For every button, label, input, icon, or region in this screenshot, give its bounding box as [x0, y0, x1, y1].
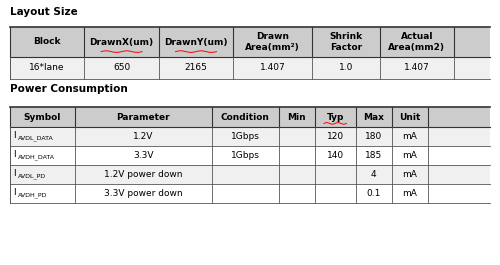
- Text: I: I: [13, 188, 16, 197]
- Text: IAVDL_DATA: IAVDL_DATA: [16, 132, 69, 141]
- Bar: [10, 147, 74, 165]
- Text: 1.407: 1.407: [404, 64, 429, 73]
- Text: IAVDH_DATA: IAVDH_DATA: [15, 151, 70, 160]
- Text: 1Gbps: 1Gbps: [231, 132, 260, 141]
- Bar: [10, 184, 74, 202]
- Text: 140: 140: [326, 151, 344, 160]
- Text: 3.3V: 3.3V: [133, 151, 154, 160]
- Text: Actual
Area(mm2): Actual Area(mm2): [388, 32, 446, 52]
- Text: 1.407: 1.407: [260, 64, 285, 73]
- Text: mA: mA: [402, 170, 417, 179]
- Text: 2165: 2165: [184, 64, 208, 73]
- Text: 180: 180: [365, 132, 382, 141]
- Bar: [10, 127, 74, 145]
- Text: AVDL_DATA: AVDL_DATA: [18, 136, 54, 141]
- Text: 1Gbps: 1Gbps: [231, 151, 260, 160]
- Text: Condition: Condition: [221, 113, 270, 121]
- Text: AVDH_DATA: AVDH_DATA: [18, 155, 55, 160]
- Bar: [10, 57, 490, 79]
- Text: Layout Size: Layout Size: [10, 7, 78, 17]
- Text: 1.2V power down: 1.2V power down: [104, 170, 182, 179]
- Text: 3.3V power down: 3.3V power down: [104, 189, 182, 198]
- Text: 4: 4: [371, 170, 376, 179]
- Text: I: I: [13, 150, 16, 159]
- Text: 1.0: 1.0: [339, 64, 353, 73]
- Text: 185: 185: [365, 151, 382, 160]
- Text: IAVDH_PD: IAVDH_PD: [20, 189, 64, 198]
- Text: 0.1: 0.1: [366, 189, 381, 198]
- Text: 120: 120: [326, 132, 344, 141]
- Text: DrawnY(um): DrawnY(um): [164, 38, 228, 46]
- Text: Shrink
Factor: Shrink Factor: [330, 32, 362, 52]
- Bar: [10, 165, 490, 184]
- Text: I: I: [13, 131, 16, 140]
- Bar: [10, 146, 490, 165]
- Text: Power Consumption: Power Consumption: [10, 84, 128, 94]
- Text: 1.2V: 1.2V: [133, 132, 154, 141]
- Text: I: I: [13, 169, 16, 178]
- Text: Unit: Unit: [399, 113, 420, 121]
- Text: DrawnX(um): DrawnX(um): [90, 38, 154, 46]
- Text: Typ: Typ: [326, 113, 344, 121]
- Text: 16*lane: 16*lane: [30, 64, 65, 73]
- Text: 650: 650: [113, 64, 130, 73]
- Text: Max: Max: [363, 113, 384, 121]
- Bar: [10, 27, 490, 57]
- Bar: [10, 107, 490, 127]
- Bar: [10, 166, 74, 183]
- Text: Symbol: Symbol: [24, 113, 61, 121]
- Text: Block: Block: [34, 38, 61, 46]
- Text: Min: Min: [288, 113, 306, 121]
- Text: AVDL_PD: AVDL_PD: [18, 174, 46, 179]
- Text: mA: mA: [402, 151, 417, 160]
- Text: IAVDL_PD: IAVDL_PD: [21, 170, 64, 179]
- Text: Drawn
Area(mm²): Drawn Area(mm²): [246, 32, 300, 52]
- Text: mA: mA: [402, 132, 417, 141]
- Bar: [10, 127, 490, 146]
- Text: AVDH_PD: AVDH_PD: [18, 193, 48, 198]
- Text: Parameter: Parameter: [116, 113, 170, 121]
- Text: mA: mA: [402, 189, 417, 198]
- Bar: [10, 184, 490, 203]
